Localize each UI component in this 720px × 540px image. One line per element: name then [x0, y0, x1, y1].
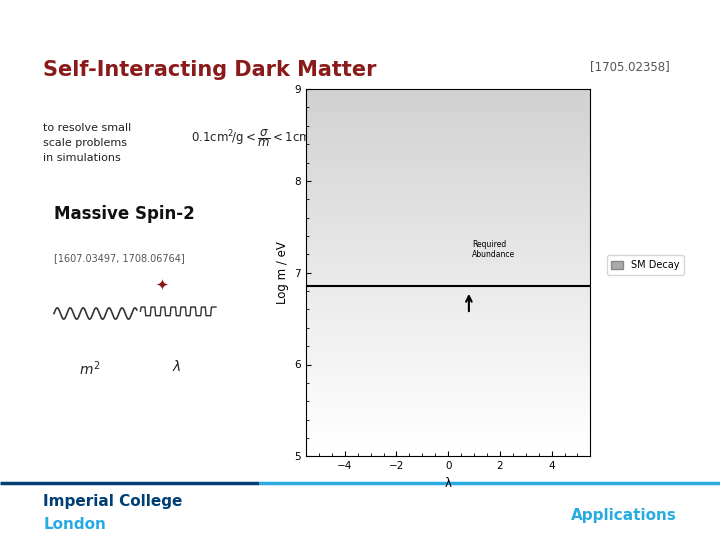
- Text: Scott  Melville: Scott Melville: [557, 16, 677, 29]
- Text: [1705.02358]: [1705.02358]: [590, 60, 670, 73]
- Text: to resolve small
scale problems
in simulations: to resolve small scale problems in simul…: [43, 123, 132, 163]
- X-axis label: λ: λ: [445, 477, 451, 490]
- Legend: SM Decay: SM Decay: [607, 255, 684, 275]
- Text: Applications: Applications: [571, 508, 677, 523]
- Text: ✦: ✦: [156, 278, 168, 293]
- Text: Self-Interacting Dark Matter: Self-Interacting Dark Matter: [43, 60, 377, 80]
- Text: [1607.03497, 1708.06764]: [1607.03497, 1708.06764]: [54, 253, 185, 263]
- Text: $\lambda$: $\lambda$: [171, 359, 181, 374]
- Text: Required
Abundance: Required Abundance: [472, 240, 515, 259]
- Text: London: London: [43, 517, 106, 532]
- Y-axis label: Log m / eV: Log m / eV: [276, 241, 289, 304]
- Text: Massive Spin-2: Massive Spin-2: [54, 205, 194, 224]
- Text: $0.1\mathrm{cm}^2\!/\mathrm{g} < \dfrac{\sigma}{m} < 1\mathrm{cm}^2\!/\mathrm{g}: $0.1\mathrm{cm}^2\!/\mathrm{g} < \dfrac{…: [191, 127, 326, 149]
- Text: to match observations: to match observations: [446, 132, 572, 142]
- Text: $m^2$: $m^2$: [79, 359, 101, 377]
- Text: Positivity Constraints on SIDM: Positivity Constraints on SIDM: [43, 16, 283, 29]
- Text: Imperial College: Imperial College: [43, 494, 183, 509]
